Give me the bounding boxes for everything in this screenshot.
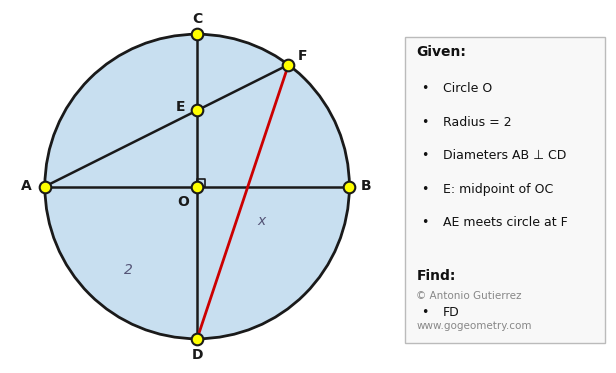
Text: Diameters AB ⊥ CD: Diameters AB ⊥ CD (443, 149, 566, 162)
Text: •: • (421, 82, 428, 95)
Text: www.gogeometry.com: www.gogeometry.com (416, 321, 532, 331)
Text: 2: 2 (124, 263, 133, 277)
Text: FD: FD (443, 306, 460, 319)
Text: •: • (421, 216, 428, 229)
Point (192, 184, 202, 189)
Point (192, 336, 202, 342)
Text: F: F (298, 48, 307, 63)
Text: •: • (421, 149, 428, 162)
Text: O: O (177, 195, 189, 209)
Text: A: A (20, 179, 31, 194)
Circle shape (45, 34, 349, 339)
Point (192, 107, 202, 113)
Text: AE meets circle at F: AE meets circle at F (443, 216, 568, 229)
Point (40, 184, 50, 189)
Text: C: C (192, 12, 202, 26)
Text: x: x (257, 214, 266, 228)
Point (192, 31, 202, 37)
Text: E: E (176, 100, 185, 113)
Text: Find:: Find: (416, 269, 456, 283)
Text: Circle O: Circle O (443, 82, 492, 95)
Text: E: midpoint of OC: E: midpoint of OC (443, 183, 553, 196)
Text: D: D (192, 348, 203, 363)
Text: Given:: Given: (416, 45, 466, 59)
Point (344, 184, 354, 189)
Text: Radius = 2: Radius = 2 (443, 116, 512, 129)
Point (283, 62, 293, 68)
FancyBboxPatch shape (405, 37, 605, 343)
Text: •: • (421, 306, 428, 319)
Text: •: • (421, 116, 428, 129)
Text: © Antonio Gutierrez: © Antonio Gutierrez (416, 291, 522, 301)
Text: B: B (361, 179, 371, 194)
Text: •: • (421, 183, 428, 196)
